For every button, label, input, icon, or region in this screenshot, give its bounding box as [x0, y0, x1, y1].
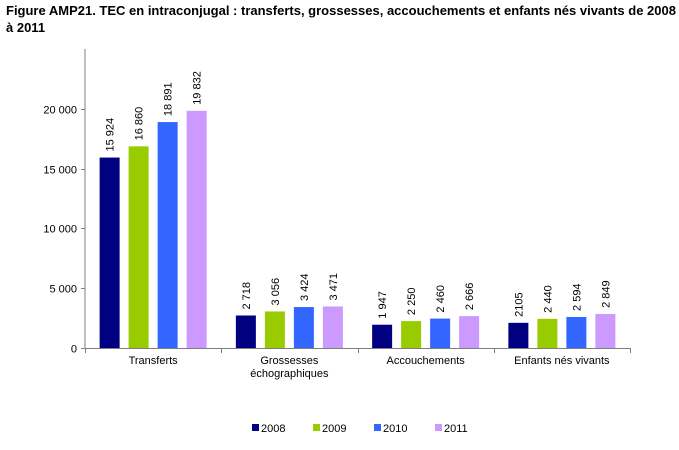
- bar: [508, 322, 529, 348]
- data-label: 18 891: [163, 82, 175, 116]
- bars: [99, 110, 616, 349]
- bar: [293, 307, 314, 348]
- bar: [186, 110, 207, 348]
- chart-title: Figure AMP21. TEC en intraconjugal : tra…: [6, 3, 676, 35]
- data-label: 2 718: [241, 282, 253, 310]
- y-tick-label: 15 000: [43, 165, 77, 177]
- legend-label: 2010: [383, 423, 407, 435]
- category-label: Transferts: [129, 355, 179, 367]
- data-label: 2 849: [600, 280, 612, 308]
- legend-label: 2011: [444, 423, 468, 435]
- legend-label: 2008: [261, 423, 285, 435]
- category-label: échographiques: [250, 368, 329, 380]
- data-label: 2 440: [542, 285, 554, 313]
- bar: [401, 321, 422, 348]
- category-label: Accouchements: [386, 355, 465, 367]
- legend-swatch: [313, 424, 320, 431]
- legend-swatch: [374, 424, 381, 431]
- data-label: 16 860: [134, 107, 146, 141]
- legend-swatch: [435, 424, 442, 431]
- legend-label: 2009: [322, 423, 346, 435]
- x-axis: [85, 348, 631, 353]
- y-axis: 0 5 000 10 000 15 000 20 000: [43, 49, 86, 356]
- data-labels: 15 924 16 860 18 891 19 832 2 718 3 056 3 424 3…: [105, 71, 613, 319]
- bar: [322, 306, 343, 348]
- data-label: 2 666: [464, 283, 476, 311]
- y-tick-label: 0: [71, 344, 77, 356]
- legend-swatch: [252, 424, 259, 431]
- data-label: 2 250: [406, 288, 418, 316]
- bar: [372, 324, 393, 348]
- bar: [595, 313, 616, 348]
- y-tick-label: 10 000: [43, 224, 77, 236]
- bar: [566, 316, 587, 348]
- bar: [235, 315, 256, 348]
- data-label: 19 832: [192, 71, 204, 105]
- data-label: 2105: [513, 292, 525, 316]
- bar: [430, 318, 451, 348]
- legend: 2008 2009 2010 2011: [252, 423, 468, 435]
- bar: [157, 122, 178, 349]
- bar: [459, 316, 480, 348]
- bar: [99, 157, 120, 348]
- y-tick-label: 5 000: [49, 284, 77, 296]
- category-label: Enfants nés vivants: [514, 355, 610, 367]
- data-label: 2 460: [435, 285, 447, 313]
- category-label: Grossesses: [260, 355, 319, 367]
- y-tick-label: 20 000: [43, 105, 77, 117]
- data-label: 2 594: [571, 283, 583, 311]
- data-label: 3 471: [328, 273, 340, 301]
- bar: [264, 311, 285, 348]
- data-label: 15 924: [105, 118, 117, 152]
- bar: [537, 318, 558, 348]
- data-label: 3 424: [299, 274, 311, 302]
- data-label: 1 947: [377, 291, 389, 319]
- bar: [128, 146, 149, 348]
- data-label: 3 056: [270, 278, 282, 306]
